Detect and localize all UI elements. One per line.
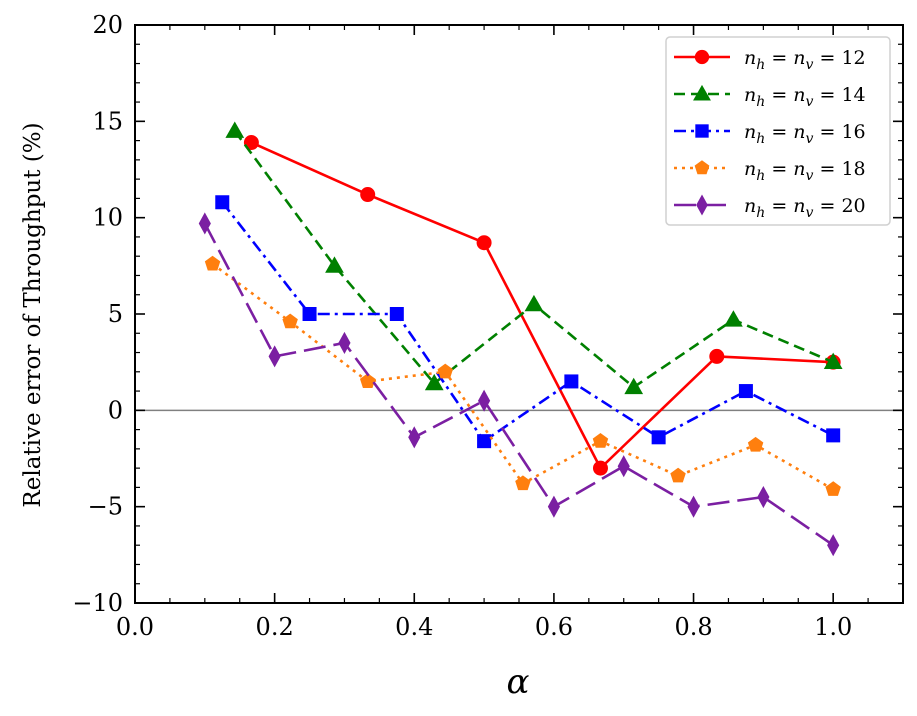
data-point bbox=[724, 310, 743, 327]
y-tick-label: −5 bbox=[88, 493, 123, 521]
legend-marker bbox=[696, 194, 708, 216]
series-1 bbox=[243, 135, 841, 476]
legend-label: nh = nv = 20 bbox=[744, 195, 866, 221]
data-point bbox=[592, 460, 608, 476]
data-point bbox=[243, 135, 259, 151]
y-tick-label: 10 bbox=[92, 204, 123, 232]
data-point bbox=[547, 495, 560, 518]
legend-label: nh = nv = 14 bbox=[744, 84, 866, 110]
series-group bbox=[198, 121, 843, 557]
data-point bbox=[437, 363, 453, 379]
data-point bbox=[592, 433, 609, 448]
x-tick-label: 0.4 bbox=[395, 613, 433, 641]
data-point bbox=[826, 428, 841, 443]
data-point bbox=[325, 256, 344, 273]
data-point bbox=[823, 352, 843, 370]
y-tick-label: 0 bbox=[108, 396, 123, 424]
x-tick-label: 0.6 bbox=[535, 613, 573, 641]
x-tick-label: 1.0 bbox=[814, 613, 852, 641]
series-4 bbox=[204, 255, 841, 496]
legend-entry: nh = nv = 16 bbox=[674, 121, 866, 147]
legend-marker bbox=[694, 160, 710, 175]
y-tick-label: −10 bbox=[72, 589, 123, 617]
legend-entry: nh = nv = 20 bbox=[674, 194, 866, 221]
x-tick-label: 0.0 bbox=[116, 613, 154, 641]
data-point bbox=[477, 434, 492, 449]
data-point bbox=[215, 195, 230, 210]
data-point bbox=[268, 345, 281, 368]
legend-label: nh = nv = 16 bbox=[744, 121, 866, 147]
data-point bbox=[825, 481, 841, 496]
data-point bbox=[651, 430, 666, 445]
y-axis-label: Relative error of Throughput (%) bbox=[20, 122, 46, 507]
data-point bbox=[524, 294, 544, 312]
legend-entry: nh = nv = 18 bbox=[674, 158, 866, 184]
data-point bbox=[338, 331, 351, 354]
data-point bbox=[757, 485, 770, 509]
legend-entry: nh = nv = 14 bbox=[674, 84, 866, 110]
legend-marker bbox=[694, 49, 710, 65]
series-3 bbox=[215, 195, 841, 449]
data-point bbox=[747, 436, 764, 452]
x-tick-label: 0.8 bbox=[674, 613, 712, 641]
data-point bbox=[198, 212, 211, 235]
data-point bbox=[709, 348, 725, 364]
series-5 bbox=[198, 212, 840, 557]
series-line bbox=[221, 201, 834, 443]
data-point bbox=[617, 455, 630, 478]
x-axis-label: α bbox=[507, 662, 530, 702]
data-point bbox=[359, 373, 376, 388]
data-point bbox=[204, 255, 221, 271]
series-line bbox=[211, 262, 834, 491]
data-point bbox=[515, 475, 531, 491]
series-2 bbox=[225, 121, 843, 395]
data-point bbox=[476, 235, 492, 251]
data-point bbox=[827, 534, 840, 557]
legend-label: nh = nv = 12 bbox=[744, 47, 866, 73]
data-point bbox=[389, 307, 404, 321]
legend-box bbox=[665, 36, 891, 226]
legend: nh = nv = 12 nh = nv = 14 nh = nv = 16 nh =… bbox=[665, 36, 891, 226]
legend-marker bbox=[695, 124, 709, 138]
data-point bbox=[738, 384, 753, 399]
data-point bbox=[478, 389, 491, 412]
data-point bbox=[408, 426, 421, 449]
series-line bbox=[203, 222, 834, 547]
axes-group: 0.0 0.2 0.4 0.6 0.8 1.0 −10 −5 0 5 10 15 20 bbox=[72, 11, 904, 641]
series-line bbox=[250, 141, 834, 470]
y-tick-label: 15 bbox=[92, 107, 123, 135]
data-point bbox=[302, 307, 317, 321]
data-point bbox=[360, 187, 376, 203]
data-point bbox=[225, 121, 245, 138]
data-point bbox=[624, 377, 644, 395]
y-tick-label: 5 bbox=[108, 300, 123, 328]
data-point bbox=[424, 373, 444, 391]
data-point bbox=[687, 495, 700, 518]
data-point bbox=[564, 374, 579, 389]
data-point bbox=[670, 467, 686, 483]
legend-entry: nh = nv = 12 bbox=[674, 47, 866, 73]
data-point bbox=[282, 313, 298, 329]
x-tick-label: 0.2 bbox=[256, 613, 294, 641]
legend-marker bbox=[693, 84, 711, 101]
y-tick-label: 20 bbox=[92, 11, 123, 39]
legend-label: nh = nv = 18 bbox=[744, 158, 866, 184]
